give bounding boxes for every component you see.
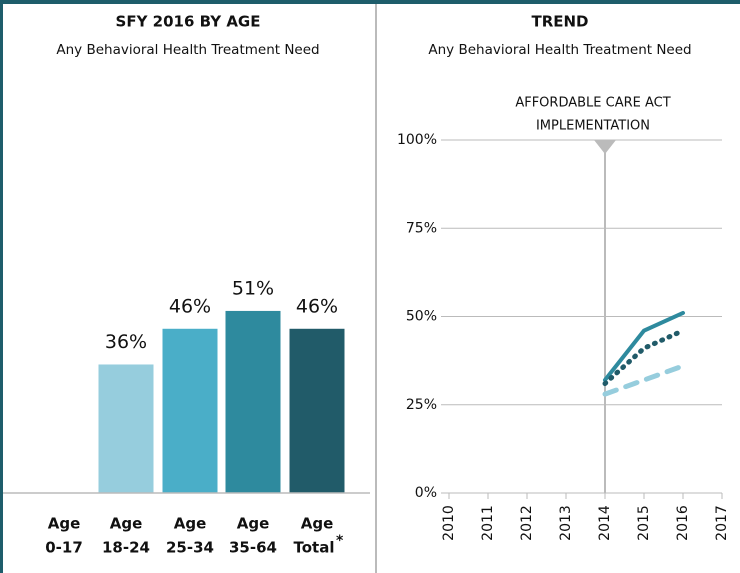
chart-subtitle: Any Behavioral Health Treatment Need (428, 42, 691, 58)
chart-title: SFY 2016 BY AGE (116, 13, 261, 31)
x-tick-label: 0-17 (45, 539, 83, 557)
chart-title: TREND (531, 13, 588, 31)
value-label: 46% (169, 295, 211, 317)
chart-subtitle: Any Behavioral Health Treatment Need (56, 42, 319, 58)
x-tick-label: Age (237, 515, 270, 533)
x-tick-label: 2014 (597, 505, 613, 541)
annotation-text: AFFORDABLE CARE ACT (515, 96, 670, 111)
series-line (602, 328, 686, 387)
x-tick-label: 2012 (519, 505, 535, 541)
annotation-text: IMPLEMENTATION (536, 119, 650, 134)
x-tick-label: Age (301, 515, 334, 533)
bar (98, 364, 154, 493)
x-tick-label: 2013 (558, 505, 574, 541)
x-tick-label: Age (174, 515, 207, 533)
series-line (602, 363, 686, 397)
value-label: 46% (296, 295, 338, 317)
x-tick-label: 2011 (480, 505, 496, 541)
y-tick-label: 100% (397, 132, 437, 148)
x-tick-label: Age (110, 515, 143, 533)
value-label: 36% (105, 331, 147, 353)
x-tick-label: 35-64 (229, 539, 277, 557)
annotation-marker (594, 140, 616, 154)
x-tick-label: 2010 (441, 505, 457, 541)
series-line (603, 310, 685, 383)
top-border (0, 0, 740, 4)
x-tick-label: 25-34 (166, 539, 214, 557)
bar (289, 328, 345, 493)
y-tick-label: 75% (406, 220, 437, 236)
x-tick-label: 2017 (714, 505, 730, 541)
x-tick-label: Age (48, 515, 81, 533)
bar (225, 310, 281, 493)
bar (162, 328, 218, 493)
footnote-marker: * (336, 533, 344, 549)
left-border (0, 0, 3, 573)
y-tick-label: 0% (415, 485, 437, 501)
x-tick-label: 18-24 (102, 539, 150, 557)
x-tick-label: Total (294, 539, 335, 557)
y-tick-label: 50% (406, 309, 437, 325)
x-tick-label: 2015 (636, 505, 652, 541)
value-label: 51% (232, 277, 274, 299)
y-tick-label: 25% (406, 397, 437, 413)
x-tick-label: 2016 (675, 505, 691, 541)
